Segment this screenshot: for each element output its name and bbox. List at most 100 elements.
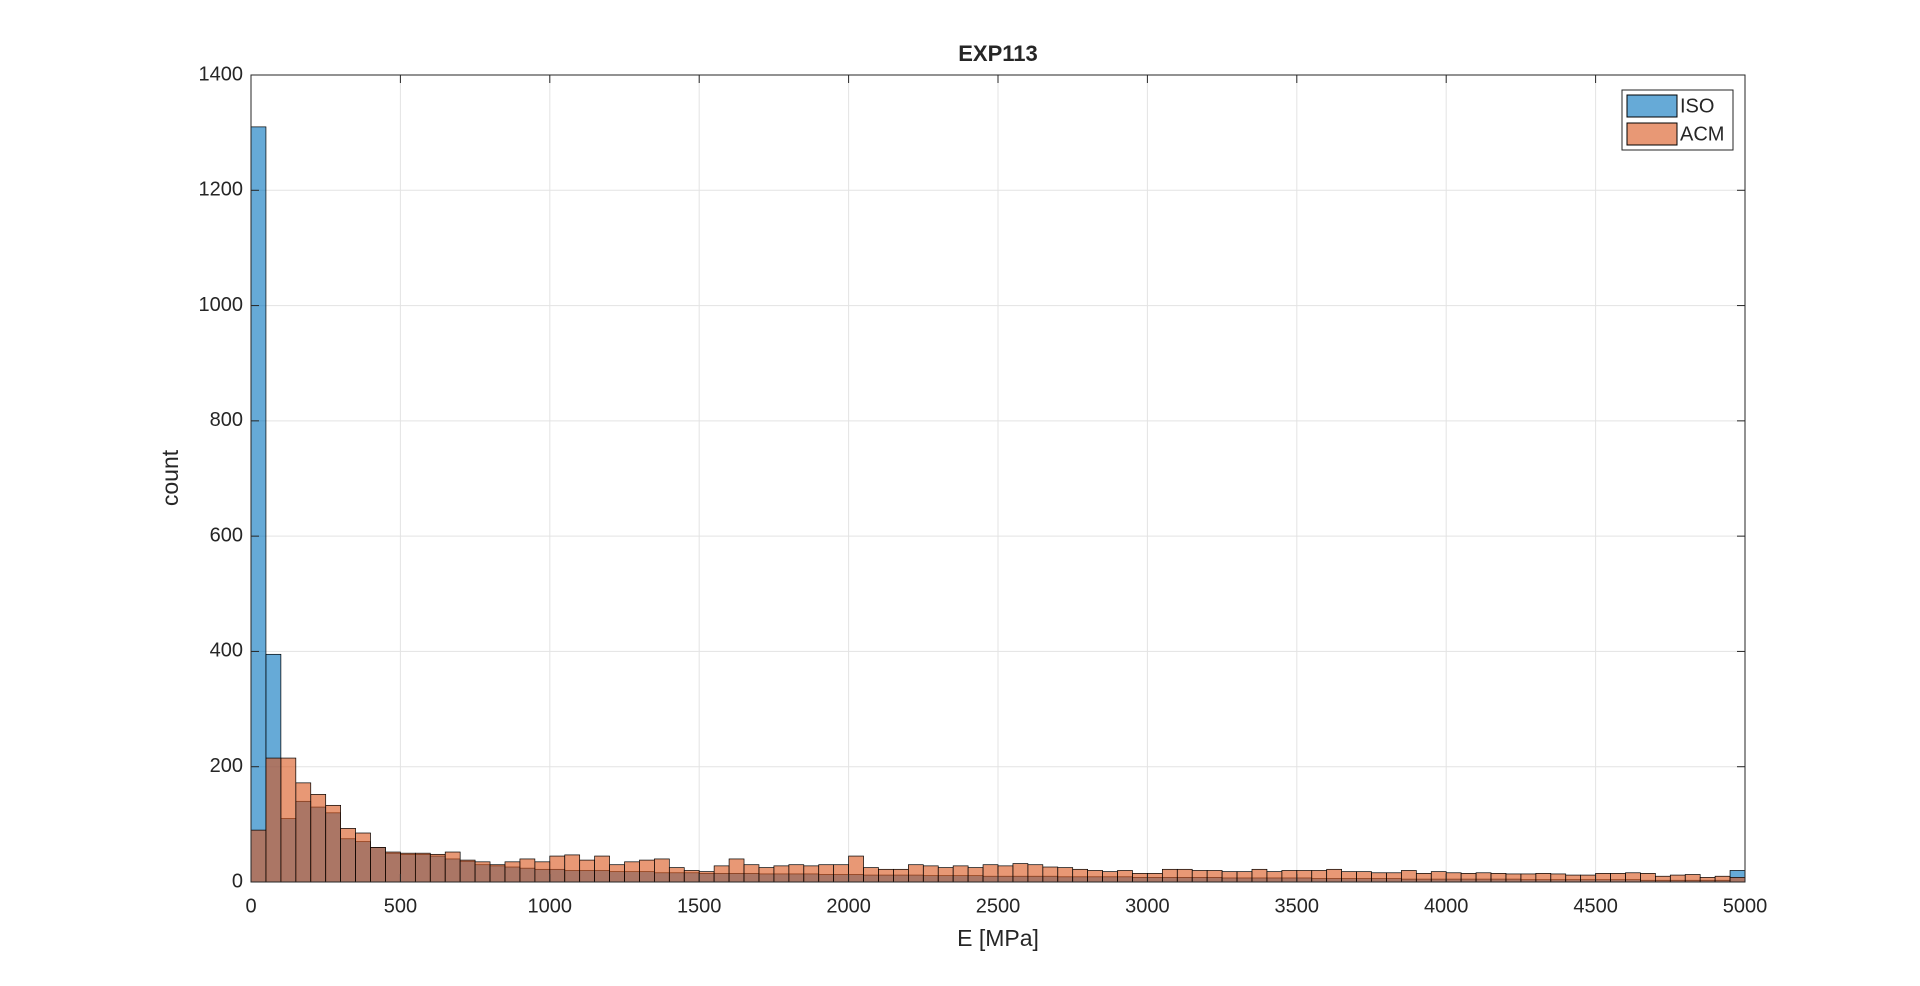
y-tick-label: 0 xyxy=(232,870,243,892)
histogram-bar xyxy=(967,867,984,883)
legend-swatch xyxy=(1626,94,1678,118)
y-tick-label: 1200 xyxy=(199,179,244,201)
histogram-bar xyxy=(549,855,566,883)
histogram-bar xyxy=(1729,877,1746,883)
histogram-bar xyxy=(848,855,864,883)
histogram-bar xyxy=(1176,868,1193,883)
x-tick-label: 4000 xyxy=(1424,895,1469,917)
histogram-bar xyxy=(1191,870,1208,883)
histogram-bar xyxy=(668,867,685,883)
histogram-bar xyxy=(1684,874,1701,883)
histogram-bar xyxy=(1505,873,1522,883)
histogram-bar xyxy=(1221,871,1238,883)
y-tick-label: 600 xyxy=(210,524,243,546)
histogram-bar xyxy=(818,864,835,883)
histogram-bar xyxy=(893,868,909,883)
histogram-bar xyxy=(594,855,610,883)
histogram-bar xyxy=(1296,870,1313,883)
histogram-bar xyxy=(698,871,715,883)
histogram-bar xyxy=(1281,870,1298,883)
histogram-bar xyxy=(609,864,625,883)
histogram-bar xyxy=(1655,875,1671,883)
histogram-bar xyxy=(1595,873,1611,883)
histogram-bar xyxy=(489,864,506,883)
histogram-bar xyxy=(1206,870,1223,883)
histogram-bar xyxy=(444,851,461,883)
histogram-bar xyxy=(1520,873,1537,883)
x-tick-label: 2500 xyxy=(976,895,1021,917)
histogram-bar xyxy=(474,861,491,883)
histogram-bar xyxy=(1341,871,1357,883)
x-tick-label: 2000 xyxy=(826,895,871,917)
histogram-bar xyxy=(564,854,581,883)
histogram-bar xyxy=(1161,868,1178,883)
histogram-bar xyxy=(1445,872,1462,883)
histogram-bar xyxy=(250,829,267,883)
histogram-bar xyxy=(280,757,297,883)
histogram-bar xyxy=(1669,874,1686,883)
histogram-bar xyxy=(1236,871,1253,883)
histogram-bar xyxy=(908,864,924,883)
histogram-bar xyxy=(758,867,775,883)
histogram-bar xyxy=(1640,873,1656,883)
histogram-bar xyxy=(1132,873,1148,883)
histogram-bar xyxy=(624,861,640,883)
histogram-bar xyxy=(878,868,894,883)
histogram-bar xyxy=(1386,872,1402,883)
histogram-bar xyxy=(1610,873,1626,883)
histogram-bar xyxy=(385,851,401,883)
histogram-bar xyxy=(1042,866,1059,883)
histogram-bar xyxy=(1475,872,1492,883)
legend-swatch xyxy=(1626,122,1678,146)
histogram-bar xyxy=(295,782,312,883)
histogram-bar xyxy=(429,853,446,883)
histogram-bar xyxy=(1535,873,1552,883)
x-tick-label: 3500 xyxy=(1275,895,1320,917)
histogram-bar xyxy=(1102,871,1118,883)
histogram-bar xyxy=(952,865,969,883)
x-tick-label: 3000 xyxy=(1125,895,1170,917)
y-tick-label: 1000 xyxy=(199,294,244,316)
y-tick-label: 800 xyxy=(210,409,243,431)
histogram-bar xyxy=(1699,877,1716,883)
x-tick-label: 4500 xyxy=(1573,895,1618,917)
histogram-bar xyxy=(325,804,341,883)
histogram-bar xyxy=(863,867,879,883)
histogram-bar xyxy=(639,859,655,883)
histogram-bar xyxy=(370,847,386,883)
histogram-bar xyxy=(1072,868,1088,883)
chart-title: EXP113 xyxy=(958,41,1038,66)
x-tick-label: 5000 xyxy=(1723,895,1768,917)
legend: ISO ACM xyxy=(1621,89,1734,151)
histogram-bar xyxy=(1251,868,1268,883)
histogram-bar xyxy=(1057,867,1074,883)
histogram-bar xyxy=(997,865,1014,883)
histogram-bar xyxy=(1625,872,1641,883)
histogram-bar xyxy=(355,832,371,883)
histogram-bar xyxy=(250,126,267,883)
histogram-bar xyxy=(683,870,700,883)
y-axis-label: count xyxy=(157,449,183,506)
histogram-bar xyxy=(504,861,521,883)
histogram-bar xyxy=(1266,871,1283,883)
histogram-bar xyxy=(579,859,595,883)
y-tick-label: 1400 xyxy=(199,63,244,85)
histogram-bar xyxy=(1117,870,1133,883)
histogram-bar xyxy=(743,864,760,883)
histogram-bar xyxy=(1430,871,1447,883)
histogram-bar xyxy=(773,865,790,883)
histogram-bar xyxy=(728,858,745,883)
histogram-bar xyxy=(1415,873,1432,883)
histogram-bar xyxy=(1147,873,1163,883)
histogram-bar xyxy=(788,864,805,883)
histogram-bar xyxy=(400,852,416,883)
histogram-bar xyxy=(1565,874,1582,883)
histogram-bar xyxy=(982,864,999,883)
x-tick-label: 1000 xyxy=(528,895,573,917)
histogram-bar xyxy=(1326,868,1342,883)
histogram-bar xyxy=(414,852,431,883)
histogram-bar xyxy=(1550,873,1567,883)
histogram-bar xyxy=(713,865,730,883)
histogram-bar xyxy=(1401,870,1417,883)
